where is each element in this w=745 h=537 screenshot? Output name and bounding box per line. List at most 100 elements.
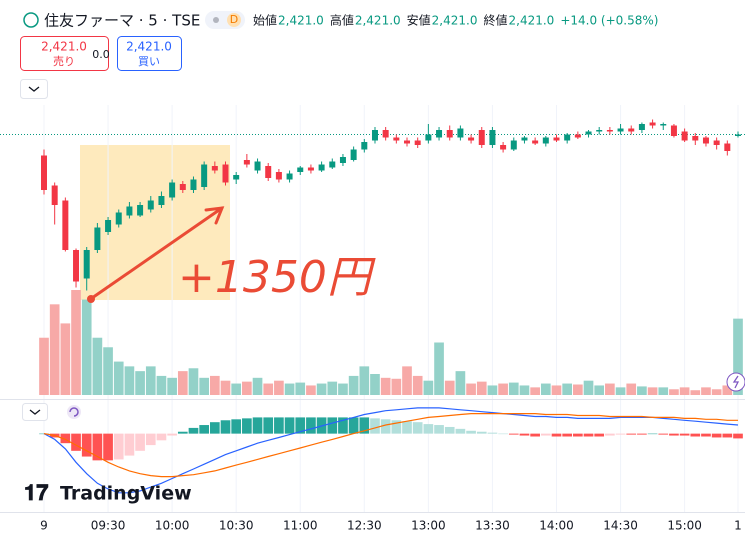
volume-bar xyxy=(380,377,391,395)
histogram-bar xyxy=(519,433,530,436)
x-tick-label: 1 xyxy=(734,519,742,533)
ohlc-label: 始値 xyxy=(253,13,277,28)
badge: D xyxy=(230,13,238,26)
refresh-icon[interactable] xyxy=(67,405,81,419)
histogram-bar xyxy=(252,417,263,434)
candle-body xyxy=(564,134,571,141)
histogram-bar xyxy=(711,433,722,438)
volume-bar xyxy=(679,387,690,395)
histogram-bar xyxy=(626,433,637,435)
histogram-bar xyxy=(434,425,444,434)
volume-bar xyxy=(274,380,284,395)
macd-collapse[interactable] xyxy=(22,403,48,421)
candle-body xyxy=(243,160,250,165)
volume-bar xyxy=(508,382,519,395)
candle-body xyxy=(73,250,80,282)
histogram-bar xyxy=(412,422,423,434)
volume-bar xyxy=(113,361,124,395)
candle-body xyxy=(596,130,603,132)
volume-bar xyxy=(733,318,743,395)
volume-bar xyxy=(338,383,348,395)
volume-bar xyxy=(690,390,701,395)
candle-body xyxy=(617,128,624,132)
volume-bar xyxy=(220,380,231,395)
symbol-icon xyxy=(23,12,39,28)
sell-label[interactable]: 売り xyxy=(53,55,75,68)
histogram-bar xyxy=(220,420,231,434)
arrow-dot xyxy=(87,295,95,303)
candle-body xyxy=(542,137,549,144)
candle-body xyxy=(681,131,688,141)
x-tick-label: 13:30 xyxy=(475,519,510,533)
histogram-bar xyxy=(508,433,519,435)
candle-body xyxy=(286,173,293,180)
candle-body xyxy=(702,137,709,144)
histogram-bar xyxy=(284,417,295,434)
candle-body xyxy=(500,145,507,150)
volume-bar xyxy=(519,385,530,395)
histogram-bar xyxy=(263,417,274,434)
candle-body xyxy=(190,179,197,190)
change: +14.0 (+0.58%) xyxy=(560,14,658,28)
buy-label[interactable]: 買い xyxy=(138,55,160,68)
histogram-bar xyxy=(124,433,135,456)
volume-bar xyxy=(594,385,605,395)
ohlc-value: 2,421.0 xyxy=(355,14,401,28)
sell-price[interactable]: 2,421.0 xyxy=(41,40,87,54)
volume-bar xyxy=(583,380,594,395)
volume-bar xyxy=(540,383,551,395)
histogram-bar xyxy=(722,433,733,438)
volume-bar xyxy=(530,387,540,395)
symbol-title: 住友ファーマ · 5 · TSE xyxy=(44,12,200,30)
collapse-button[interactable] xyxy=(20,79,48,99)
candle-body xyxy=(105,220,112,232)
buy-price[interactable]: 2,421.0 xyxy=(126,40,172,54)
histogram-bar xyxy=(701,433,711,437)
histogram-bar xyxy=(370,418,380,434)
histogram-bar xyxy=(103,433,113,461)
volume-bar xyxy=(637,386,647,395)
x-tick-label: 12:30 xyxy=(347,519,382,533)
buy-button[interactable] xyxy=(117,36,182,71)
histogram-bar xyxy=(530,433,540,437)
sell-button[interactable] xyxy=(20,36,109,71)
volume-bar xyxy=(605,383,615,395)
volume-bar xyxy=(669,389,679,395)
histogram-bar xyxy=(295,417,306,434)
histogram-bar xyxy=(594,433,605,437)
candle-body xyxy=(350,149,357,160)
refresh-arrow xyxy=(69,407,79,417)
histogram-bar xyxy=(573,433,583,437)
candle-body xyxy=(233,175,240,180)
histogram-bar xyxy=(583,433,594,437)
volume-bar xyxy=(284,383,295,395)
candle-body xyxy=(713,140,720,145)
histogram-bar xyxy=(177,431,188,434)
volume-bar xyxy=(306,385,316,395)
candle-body xyxy=(660,124,667,126)
plot: 9 09:30 10:00 10:30 11:00 12:30 13:00 13:30 14:0… xyxy=(0,105,745,533)
candle-body xyxy=(404,140,411,144)
candle-body xyxy=(521,137,528,141)
volume-bar xyxy=(124,366,135,395)
candle-body xyxy=(222,164,229,183)
histogram-bar xyxy=(113,433,124,460)
badge-circle xyxy=(227,13,241,27)
histogram-bar xyxy=(156,433,167,441)
histogram-bar xyxy=(647,433,658,435)
candle-body xyxy=(638,124,645,130)
candle-body xyxy=(201,164,208,187)
ohlc-value: 2,421.0 xyxy=(509,14,555,28)
x-tick-label: 10:30 xyxy=(219,519,254,533)
candle-body xyxy=(115,212,122,225)
histogram-bar xyxy=(733,433,743,439)
histogram-bar xyxy=(242,418,252,434)
x-tick-label: 11:00 xyxy=(283,519,318,533)
candle-body xyxy=(94,227,101,250)
chevron xyxy=(28,86,40,92)
candle-body xyxy=(275,172,282,180)
candle-body xyxy=(628,128,635,132)
histogram-bar xyxy=(92,433,103,461)
candle-body xyxy=(62,200,69,250)
